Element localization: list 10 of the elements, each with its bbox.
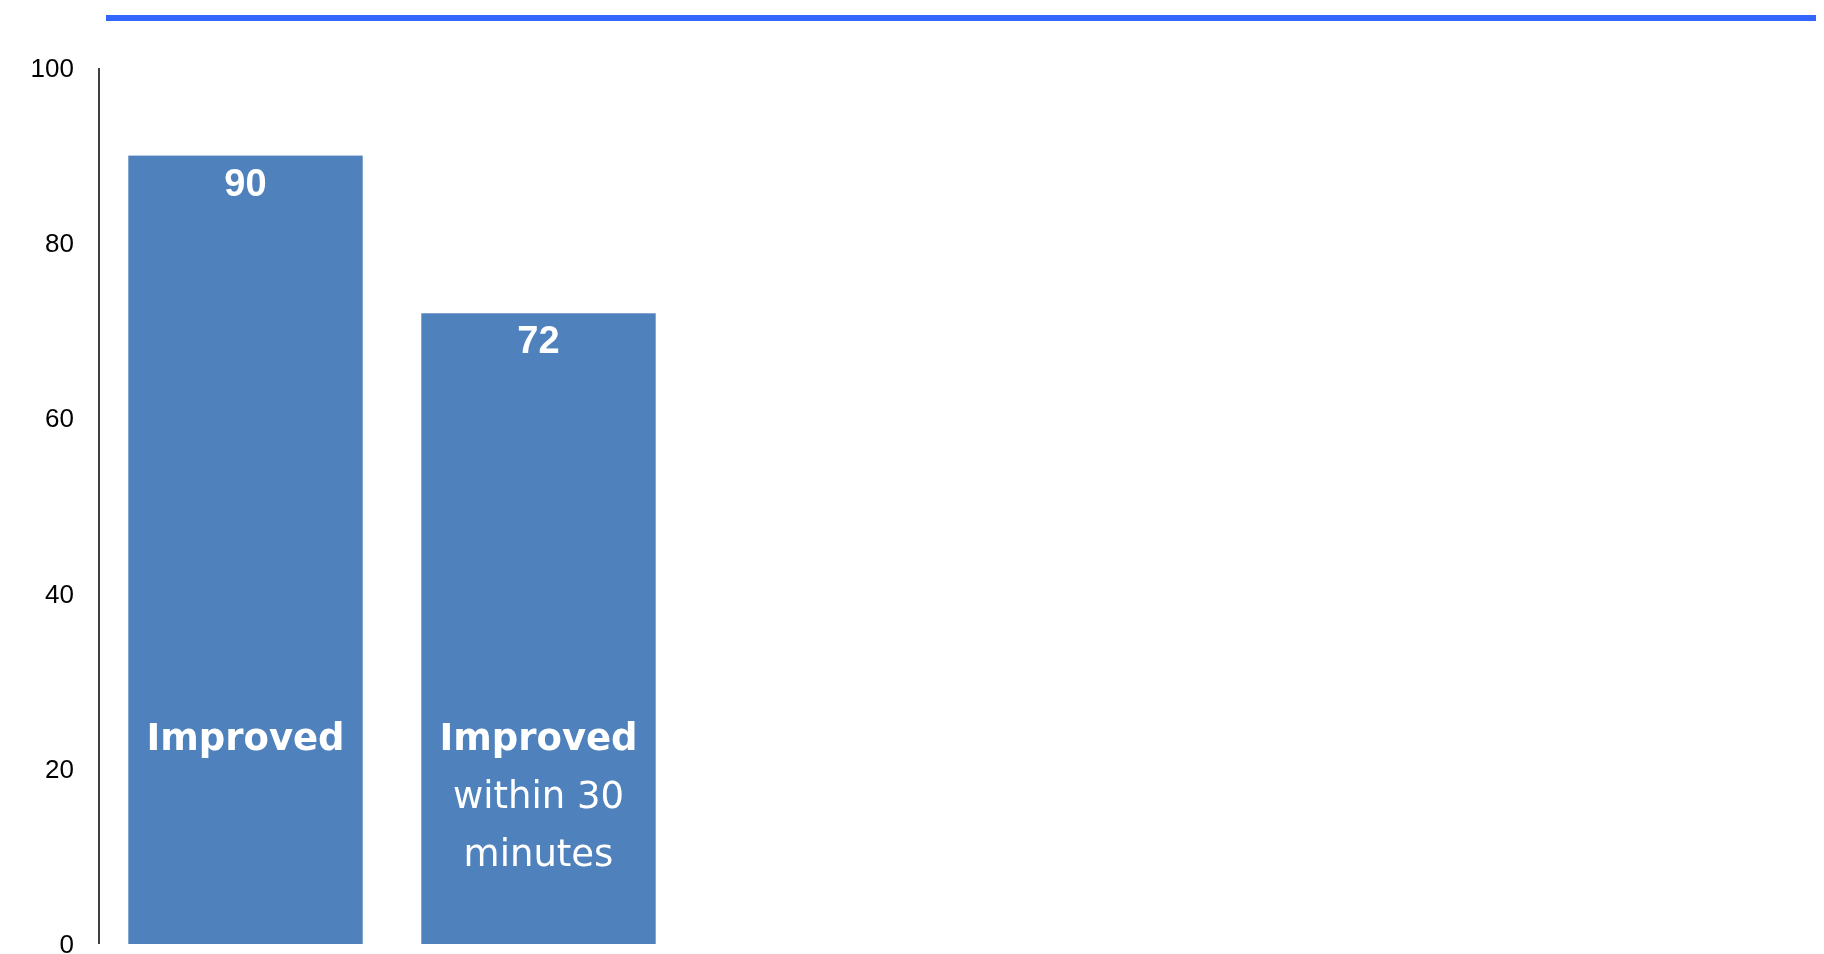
data-label: 72 — [517, 319, 560, 362]
x-tick-label: Improved within 30 minutes — [439, 716, 638, 875]
y-tick-label: 20 — [45, 753, 74, 784]
y-tick-label: 60 — [45, 403, 74, 434]
x-tick-label: Improved — [146, 716, 345, 759]
y-tick-label: 0 — [59, 929, 74, 954]
y-tick-label: 40 — [45, 578, 74, 609]
y-tick-label: 100 — [30, 53, 74, 83]
y-tick-label: 80 — [45, 228, 74, 259]
data-label: 90 — [224, 161, 267, 204]
